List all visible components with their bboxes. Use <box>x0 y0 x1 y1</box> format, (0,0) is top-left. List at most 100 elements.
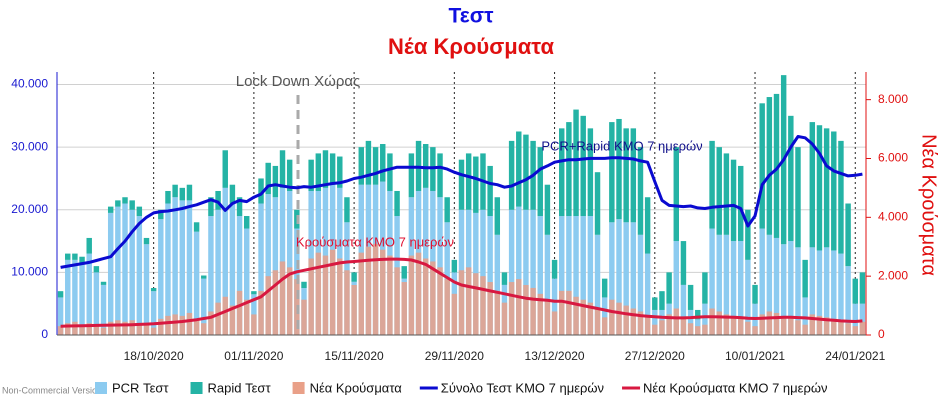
bar <box>265 194 271 335</box>
bar <box>730 241 737 335</box>
bar <box>394 267 400 335</box>
bar <box>301 281 307 289</box>
bar <box>530 287 536 335</box>
bar <box>236 290 243 335</box>
bar <box>745 209 751 260</box>
bar <box>687 309 694 335</box>
bar <box>637 234 644 335</box>
bar <box>129 200 135 210</box>
bar <box>551 311 558 335</box>
bar <box>322 255 329 335</box>
bar <box>136 323 143 335</box>
bar <box>179 200 186 335</box>
bar <box>115 206 121 335</box>
chart-title: Τεστ <box>449 5 495 28</box>
bar <box>773 237 780 335</box>
bar <box>795 320 801 335</box>
bar <box>716 234 722 335</box>
bar <box>72 253 78 260</box>
bar <box>107 212 114 335</box>
bar <box>193 320 200 335</box>
bar <box>236 216 243 335</box>
legend-label: Νέα Κρούσματα ΚΜΟ 7 ημερών <box>643 380 827 395</box>
bar <box>766 97 773 235</box>
bar <box>644 315 651 335</box>
bar <box>816 250 823 335</box>
bar <box>716 147 722 235</box>
bar <box>487 282 493 335</box>
bar <box>158 219 164 335</box>
legend-label: PCR Τεστ <box>112 380 169 395</box>
legend-swatch <box>292 382 305 394</box>
bar <box>666 314 672 335</box>
bar <box>601 317 608 335</box>
bar <box>594 308 601 335</box>
bar <box>702 324 708 335</box>
bar <box>838 320 844 335</box>
bar <box>494 234 501 335</box>
bar <box>587 216 594 335</box>
bar <box>444 279 450 335</box>
bar <box>57 291 64 298</box>
bar <box>129 320 135 335</box>
bar <box>422 258 429 335</box>
bar <box>265 276 271 335</box>
bar <box>158 318 164 335</box>
bar <box>315 252 322 335</box>
x-tick-label: 13/12/2020 <box>525 349 585 363</box>
legend-label: Σύνολο Τεστ ΚΜΟ 7 ημερών <box>441 380 604 395</box>
bar <box>351 272 357 282</box>
bar <box>279 187 286 335</box>
bar <box>179 187 186 201</box>
bar <box>115 320 121 335</box>
bar <box>458 159 465 210</box>
bar <box>100 327 107 335</box>
bar <box>186 184 193 201</box>
bar <box>773 312 780 335</box>
bar <box>559 216 565 335</box>
bar <box>265 162 271 195</box>
bar <box>208 197 214 217</box>
bar <box>57 326 64 335</box>
bar <box>516 279 522 335</box>
bar <box>523 209 529 335</box>
bar <box>150 327 157 335</box>
bar <box>759 228 765 335</box>
bar <box>508 282 515 335</box>
bar <box>86 253 92 335</box>
bar <box>802 297 808 335</box>
bar <box>215 302 221 335</box>
bar <box>551 278 558 335</box>
bar <box>258 290 264 335</box>
bar <box>773 93 780 238</box>
bar <box>122 203 128 335</box>
bar <box>695 309 701 320</box>
bar <box>630 128 637 223</box>
bar <box>859 272 866 304</box>
bar <box>516 206 522 335</box>
bar <box>93 326 100 335</box>
bar <box>716 311 722 335</box>
bar <box>530 209 536 335</box>
bar <box>795 247 801 335</box>
bar <box>752 326 758 335</box>
legend-swatch <box>95 382 107 394</box>
bar <box>279 150 286 188</box>
bar <box>845 323 851 335</box>
bar <box>308 159 314 191</box>
bar <box>401 266 407 279</box>
bar <box>644 253 651 335</box>
bar <box>251 291 257 295</box>
bar <box>494 290 501 335</box>
bar <box>823 247 830 335</box>
bar <box>473 273 479 335</box>
bar <box>702 303 708 335</box>
bar <box>609 222 615 335</box>
bar <box>680 284 687 335</box>
bar <box>465 267 472 335</box>
bar <box>523 284 529 335</box>
bar <box>57 297 64 335</box>
legend-label: Νέα Κρούσματα <box>310 380 403 395</box>
bar <box>788 317 794 335</box>
